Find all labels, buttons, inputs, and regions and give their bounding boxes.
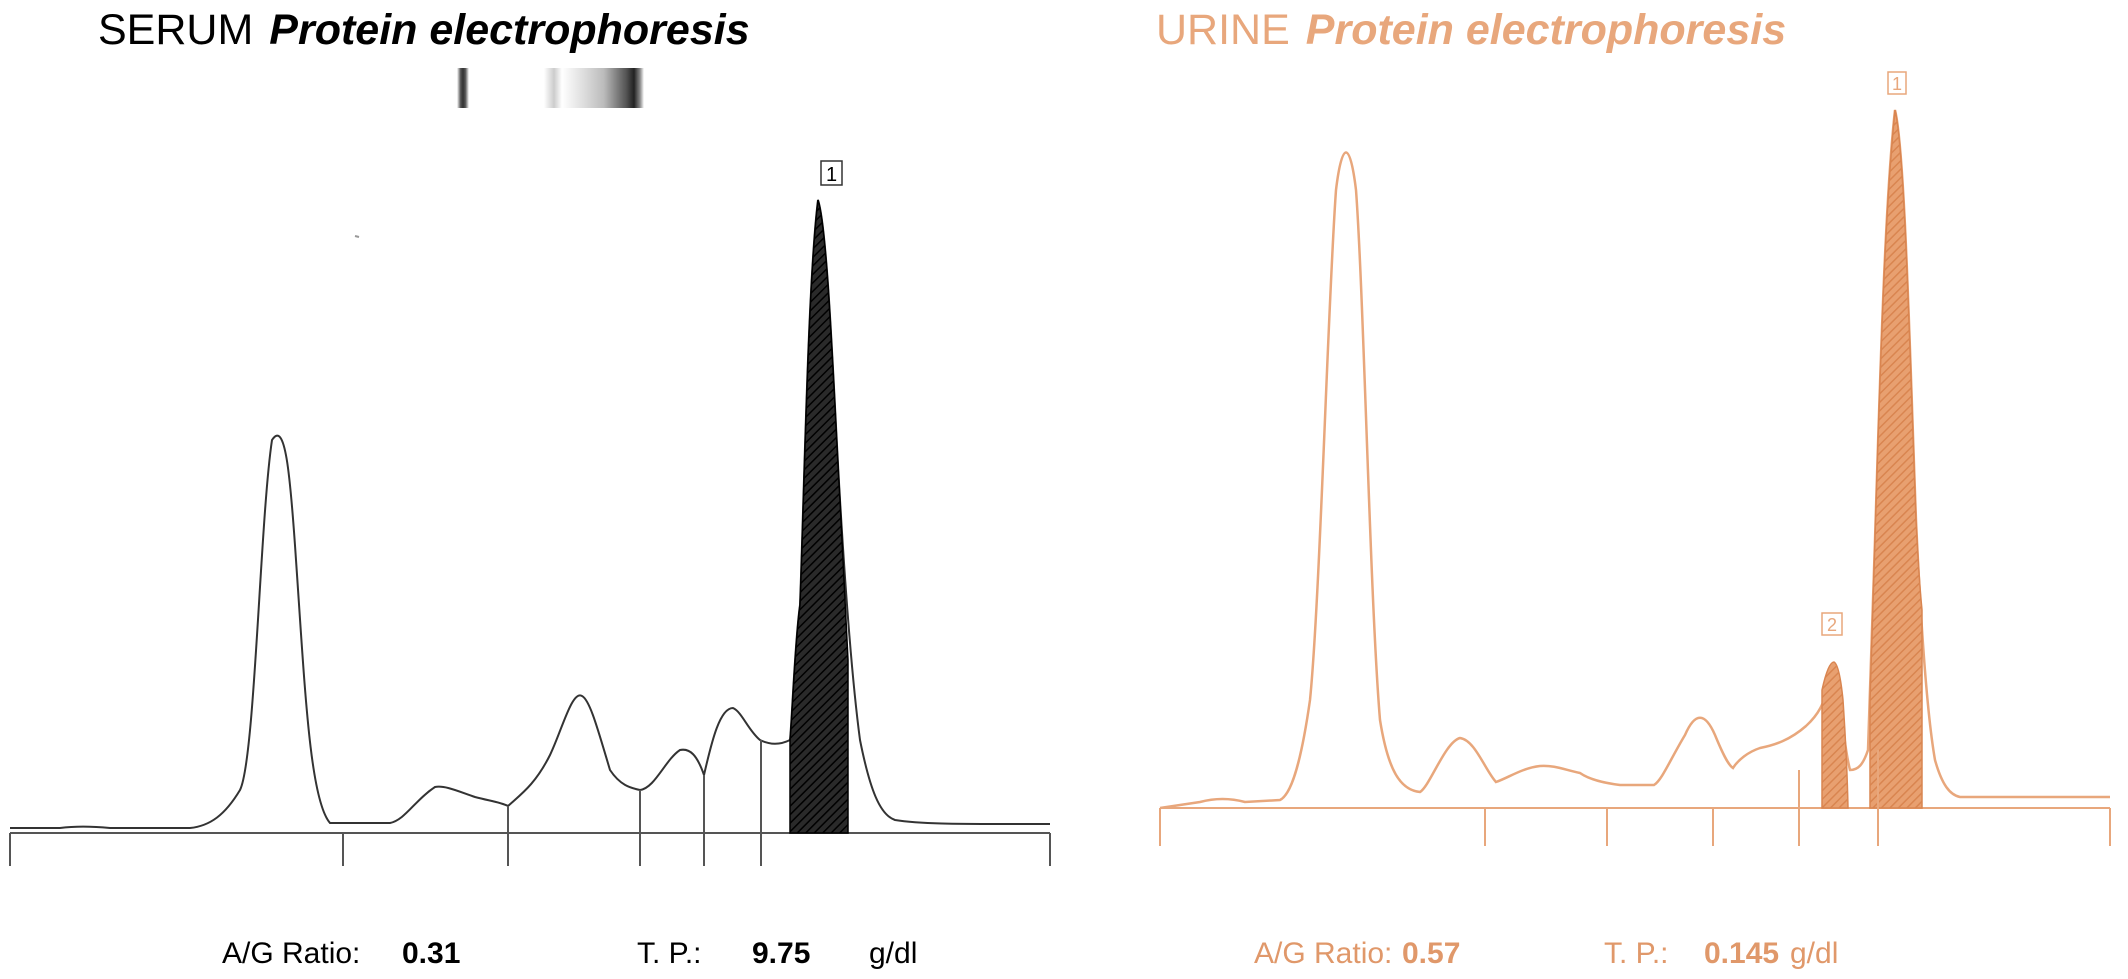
urine-title-sub: Protein electrophoresis: [1305, 6, 1787, 54]
serum-densitometry-plot: 1: [9, 160, 1051, 866]
urine-tp-value: 0.145: [1704, 937, 1780, 970]
serum-peak-fill-1: [789, 199, 849, 834]
serum-trace: [10, 199, 1050, 829]
urine-peak-label-1-text: 1: [1892, 74, 1902, 94]
urine-peak-label-2: 2: [1821, 612, 1843, 636]
urine-peak-fill-1: [1869, 109, 1923, 809]
serum-title: SERUM Protein electrophoresis: [98, 6, 750, 55]
urine-densitometry-plot: 1 2: [1159, 71, 2111, 846]
urine-panel: URINE Protein electrophoresis 1 2 A/G Rat…: [1110, 0, 2128, 979]
serum-title-main: SERUM: [98, 6, 254, 54]
urine-tp-label: T. P.:: [1604, 937, 1669, 970]
serum-panel: SERUM Protein electrophoresis 1 A/G Ratio…: [9, 6, 1051, 970]
serum-tp-unit: g/dl: [869, 937, 918, 970]
gel-band-1: [457, 68, 469, 108]
serum-tp-label: T. P.:: [637, 937, 702, 970]
urine-peak-label-1: 1: [1887, 71, 1907, 95]
urine-tp-unit: g/dl: [1790, 937, 1839, 970]
serum-peak-label-1: 1: [820, 160, 843, 186]
urine-ag-label: A/G Ratio:: [1254, 937, 1393, 970]
urine-title: URINE Protein electrophoresis: [1156, 6, 1786, 55]
urine-trace: [1159, 109, 2110, 810]
serum-peak-label-1-text: 1: [826, 164, 837, 186]
serum-tp-value: 9.75: [752, 937, 811, 970]
serum-ag-value: 0.31: [402, 937, 461, 970]
urine-ag-value: 0.57: [1402, 937, 1461, 970]
gel-band-2: [544, 68, 644, 108]
urine-title-main: URINE: [1156, 6, 1290, 54]
serum-ag-label: A/G Ratio:: [222, 937, 361, 970]
serum-stray-mark: [354, 235, 360, 238]
serum-title-sub: Protein electrophoresis: [269, 6, 750, 54]
urine-peak-fill-2: [1821, 661, 1849, 809]
urine-peak-label-2-text: 2: [1827, 615, 1837, 635]
